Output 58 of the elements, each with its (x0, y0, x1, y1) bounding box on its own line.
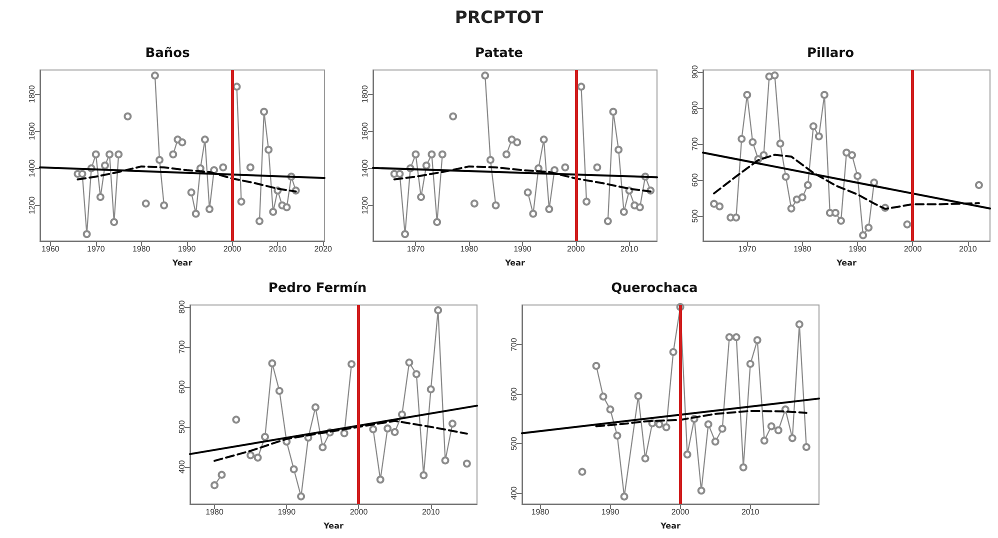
x-tick-label: 1970 (738, 244, 757, 254)
y-tick-label: 1400 (360, 158, 370, 178)
x-tick-label: 2010 (422, 508, 440, 516)
text: PRCPTOT (454, 8, 544, 28)
x-tick-label: 2000 (566, 244, 586, 254)
x-tick-label: 2010 (268, 244, 288, 254)
y-tick-label: 600 (510, 386, 518, 401)
x-tick-label: 2000 (671, 508, 690, 516)
chart-title: Querochaca (611, 281, 698, 296)
x-tick-label: 1970 (86, 244, 106, 254)
x-axis-title: Year (322, 522, 344, 530)
chart-title: Pillaro (806, 46, 854, 61)
x-tick-label: 1980 (793, 244, 812, 254)
x-tick-label: 2010 (959, 244, 978, 254)
x-tick-label: 1990 (601, 508, 620, 516)
x-tick-label: 1980 (206, 508, 224, 516)
x-tick-label: 2000 (223, 244, 242, 254)
y-tick-label: 800 (178, 300, 186, 314)
x-tick-label: 1990 (278, 508, 296, 516)
x-tick-label: 2010 (741, 508, 760, 516)
y-tick-label: 400 (510, 486, 518, 500)
x-tick-label: 2020 (314, 244, 333, 254)
y-tick-label: 500 (510, 436, 518, 450)
y-tick-label: 800 (690, 100, 700, 115)
x-tick-label: 2000 (904, 244, 922, 254)
x-tick-label: 1980 (531, 508, 550, 516)
x-tick-label: 1970 (406, 244, 426, 254)
y-tick-label: 400 (178, 460, 186, 474)
y-tick-label: 1800 (360, 84, 370, 104)
chart-title: Pedro Fermín (268, 281, 367, 296)
y-tick-label: 1200 (360, 196, 370, 214)
y-tick-label: 500 (178, 420, 186, 434)
x-tick-label: 1990 (178, 244, 196, 254)
y-tick-label: 900 (690, 64, 700, 78)
x-tick-label: 2010 (620, 244, 639, 254)
x-axis-title: Year (171, 258, 192, 268)
y-tick-label: 1800 (28, 84, 36, 104)
y-tick-label: 700 (690, 136, 700, 151)
y-tick-label: 500 (690, 208, 700, 223)
x-tick-label: 1980 (132, 244, 151, 254)
y-tick-label: 1400 (28, 158, 36, 178)
x-tick-label: 1990 (848, 244, 867, 254)
x-axis-title: Year (504, 258, 525, 268)
y-tick-label: 700 (178, 340, 186, 354)
x-axis-title: Year (836, 258, 856, 268)
chart-title: Patate (475, 46, 524, 61)
x-tick-label: 1980 (460, 244, 479, 254)
x-axis-title: Year (660, 522, 680, 530)
y-tick-label: 1200 (28, 196, 36, 214)
y-tick-label: 1600 (360, 122, 370, 140)
y-tick-label: 600 (690, 172, 700, 187)
y-tick-label: 700 (510, 337, 518, 352)
y-tick-label: 600 (178, 380, 186, 394)
chart-title: Baños (145, 46, 190, 61)
x-tick-label: 2000 (350, 508, 368, 516)
x-tick-label: 1990 (514, 244, 532, 254)
x-tick-label: 1960 (42, 244, 60, 254)
y-tick-label: 1600 (28, 122, 36, 140)
